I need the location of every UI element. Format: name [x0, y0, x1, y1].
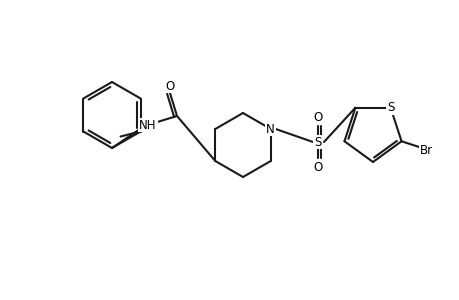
Text: O: O — [165, 80, 174, 92]
Text: Br: Br — [419, 144, 432, 157]
Text: S: S — [386, 101, 393, 114]
Text: NH: NH — [139, 118, 157, 131]
Text: N: N — [266, 122, 274, 136]
Text: O: O — [313, 160, 322, 173]
Text: S: S — [313, 136, 321, 148]
Text: O: O — [313, 110, 322, 124]
